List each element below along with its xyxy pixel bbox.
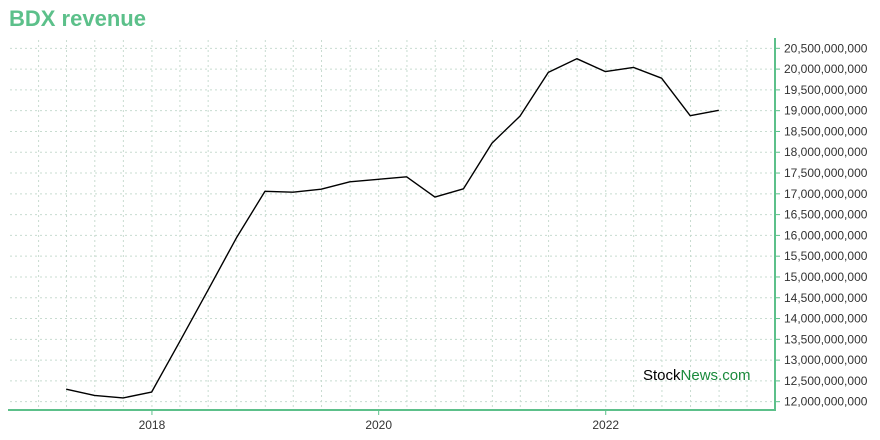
y-tick-label: 12,500,000,000 — [784, 374, 868, 388]
data-point — [660, 76, 664, 80]
y-tick-label: 14,000,000,000 — [784, 312, 868, 326]
series-layer — [64, 57, 721, 400]
data-point — [234, 236, 238, 240]
y-tick-label: 16,500,000,000 — [784, 208, 868, 222]
y-tick-label: 14,500,000,000 — [784, 291, 868, 305]
data-point — [263, 189, 267, 193]
data-point — [461, 187, 465, 191]
data-point — [92, 393, 96, 397]
grid-layer — [10, 40, 775, 410]
x-tick-label: 2020 — [365, 418, 392, 432]
y-tick-label: 15,500,000,000 — [784, 249, 868, 263]
x-tick-label: 2022 — [592, 418, 619, 432]
y-tick-label: 19,500,000,000 — [784, 83, 868, 97]
y-tick-label: 19,000,000,000 — [784, 104, 868, 118]
y-tick-label: 20,000,000,000 — [784, 62, 868, 76]
y-tick-label: 17,500,000,000 — [784, 166, 868, 180]
data-point — [717, 108, 721, 112]
watermark-stocknews: StockNews.com — [643, 367, 751, 384]
y-tick-label: 18,500,000,000 — [784, 124, 868, 138]
data-point — [546, 70, 550, 74]
data-point — [518, 114, 522, 118]
axis-layer: 12,000,000,000 12,500,000,000 13,000,000,0… — [8, 38, 868, 432]
chart-title: BDX revenue — [9, 6, 146, 31]
data-point — [64, 387, 68, 391]
x-tick-label: 2018 — [139, 418, 166, 432]
y-tick-label: 12,000,000,000 — [784, 395, 868, 409]
y-tick-label: 15,000,000,000 — [784, 270, 868, 284]
data-point — [319, 187, 323, 191]
data-point — [206, 288, 210, 292]
data-point — [121, 396, 125, 400]
y-tick-label: 13,000,000,000 — [784, 353, 868, 367]
y-tick-label: 18,000,000,000 — [784, 145, 868, 159]
data-point — [405, 175, 409, 179]
y-tick-label: 16,000,000,000 — [784, 228, 868, 242]
watermark-part-stock: Stock — [643, 367, 681, 384]
data-point — [631, 65, 635, 69]
revenue-series-line — [66, 58, 719, 399]
data-point — [291, 190, 295, 194]
data-point — [433, 195, 437, 199]
data-point — [348, 180, 352, 184]
y-tick-label: 17,000,000,000 — [784, 187, 868, 201]
watermark-part-news: News.com — [681, 367, 751, 384]
data-point — [603, 70, 607, 74]
y-tick-label: 13,500,000,000 — [784, 332, 868, 346]
data-point — [490, 141, 494, 145]
data-point — [688, 114, 692, 118]
data-point — [376, 177, 380, 181]
data-point — [150, 390, 154, 394]
data-point — [575, 57, 579, 61]
data-point — [178, 340, 182, 344]
y-tick-label: 20,500,000,000 — [784, 41, 868, 55]
